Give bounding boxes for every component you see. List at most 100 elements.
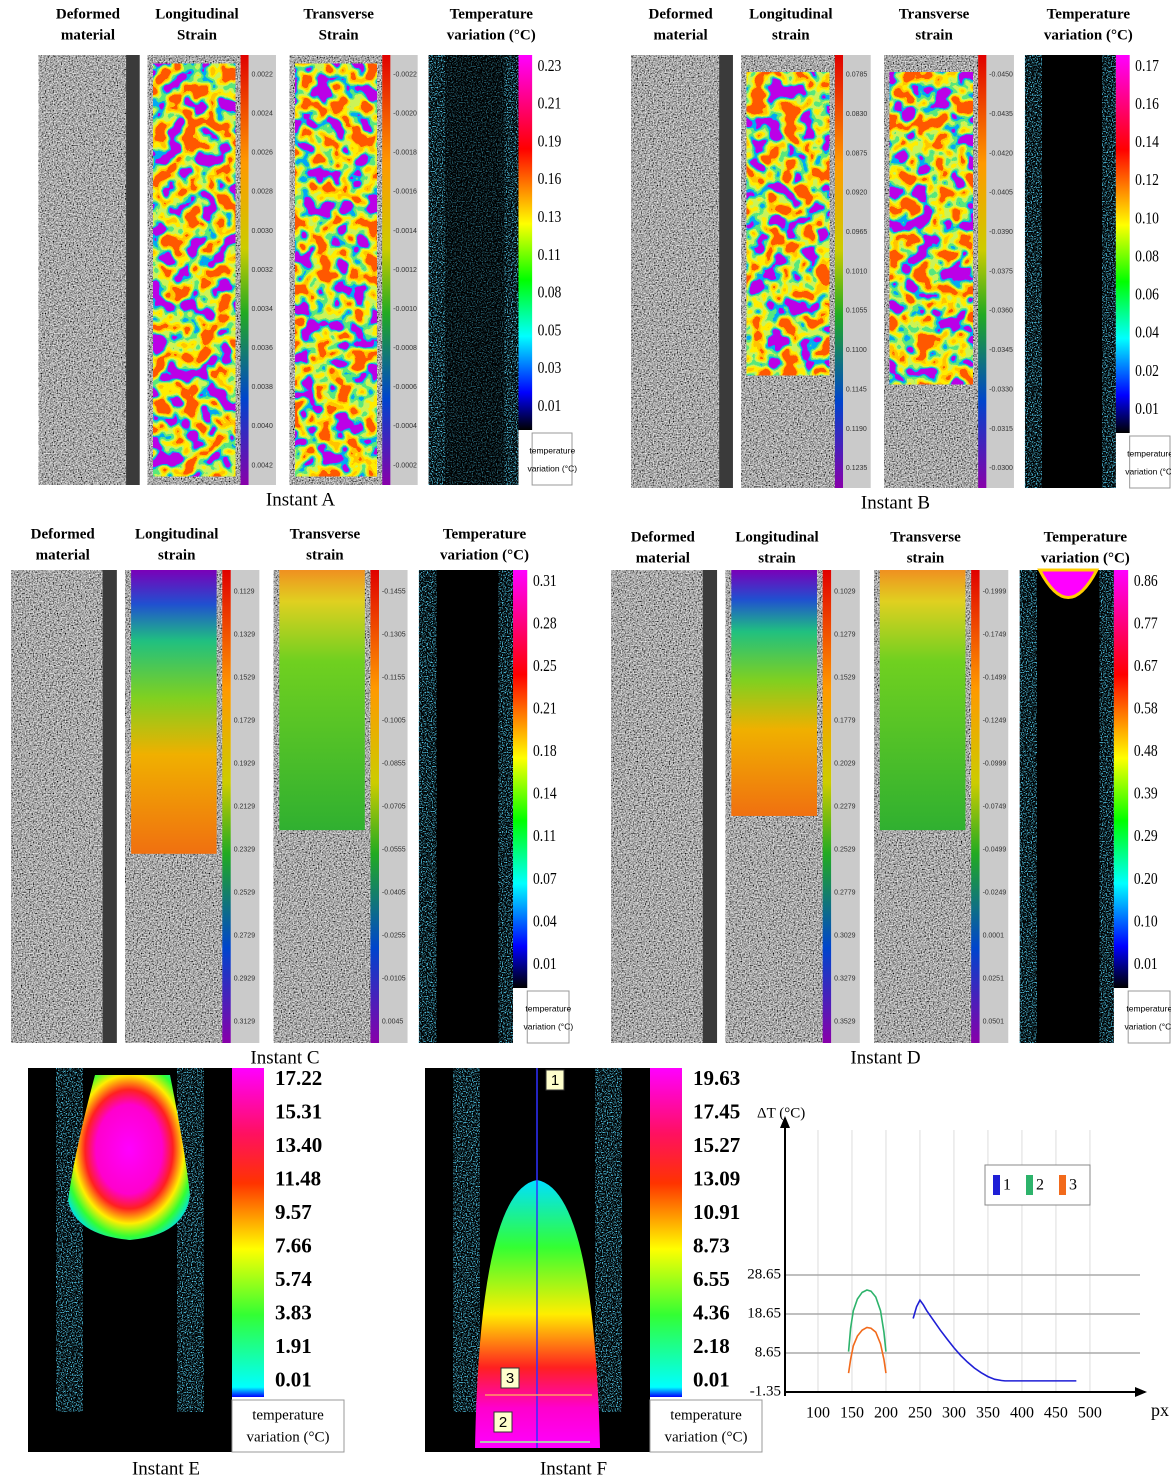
scale-label: -0.0390	[989, 229, 1013, 236]
thermal-noise	[444, 55, 505, 485]
scale-label: 0.08	[538, 283, 562, 302]
thermal-edge	[1019, 570, 1037, 1043]
column-header: Deformed	[56, 6, 121, 22]
column-header: Deformed	[31, 526, 96, 542]
scale-label: 6.55	[693, 1267, 730, 1291]
scale-label: 0.2029	[834, 760, 856, 767]
scale-label: -0.0435	[989, 111, 1013, 118]
scale-label: 7.66	[275, 1233, 312, 1257]
column-header: variation (°C)	[1044, 27, 1133, 43]
scale-label: 0.2929	[234, 975, 256, 982]
scale-label: -0.0020	[393, 110, 417, 117]
scale-label: 0.2529	[234, 889, 256, 896]
column-header: Strain	[319, 27, 360, 43]
scale-label: 1.91	[275, 1334, 312, 1358]
scale-label: 13.40	[275, 1133, 322, 1157]
scale-label: 0.03	[538, 359, 562, 378]
scale-label: 0.31	[533, 572, 557, 591]
speckle-image	[611, 570, 703, 1043]
speckle-image	[11, 570, 103, 1043]
thermal-edge	[1024, 55, 1042, 488]
scale-label: 0.0036	[251, 345, 273, 352]
scale-label: 19.63	[693, 1066, 740, 1090]
scale-label: 0.3129	[234, 1018, 256, 1025]
strain-map	[131, 570, 217, 854]
legend-swatch	[1026, 1175, 1033, 1195]
column-header: strain	[758, 550, 796, 566]
legend-text: temperature	[1127, 448, 1171, 458]
y-tick-label: -1.35	[750, 1383, 781, 1399]
scale-label: 0.16	[538, 170, 562, 189]
scale-label: -0.0555	[382, 846, 406, 853]
column-header: Temperature	[443, 526, 527, 542]
legend-text: temperature	[529, 445, 575, 455]
color-bar	[232, 1068, 264, 1397]
scale-label: -0.0450	[989, 72, 1013, 79]
scale-label: 0.10	[1135, 209, 1159, 228]
scale-label: 0.86	[1134, 572, 1158, 591]
scale-label: 0.77	[1134, 614, 1158, 633]
column-header: Deformed	[631, 529, 696, 545]
scale-label: -0.0345	[989, 347, 1013, 354]
scale-background	[390, 55, 418, 485]
column-header: Temperature	[1044, 529, 1128, 545]
grip-edge	[126, 55, 140, 485]
thermal-edge	[595, 1068, 622, 1412]
strain-map	[879, 570, 966, 831]
scale-label: 0.0045	[382, 1018, 404, 1025]
x-tick-label: 400	[1010, 1405, 1034, 1422]
legend-box	[526, 990, 570, 1044]
column-header: material	[36, 547, 90, 563]
thermal-edge	[453, 1068, 480, 1412]
scale-label: 0.0965	[846, 229, 868, 236]
scale-label: 0.1145	[846, 386, 867, 393]
caption: Instant C	[250, 1047, 319, 1068]
marker-label: 1	[551, 1072, 559, 1089]
color-bar	[650, 1068, 682, 1397]
x-tick-label: 300	[942, 1405, 966, 1422]
scale-label: -0.0010	[393, 306, 417, 313]
axis-arrow	[1135, 1387, 1147, 1397]
scale-label: 13.09	[693, 1166, 740, 1190]
color-bar	[971, 570, 980, 1043]
scale-label: 0.11	[538, 245, 561, 264]
scale-background	[843, 55, 871, 488]
legend-text: variation (°C)	[246, 1429, 329, 1445]
scale-label: -0.1249	[983, 717, 1007, 724]
scale-label: -0.1999	[983, 588, 1007, 595]
scale-label: -0.0014	[393, 228, 417, 235]
legend-text: temperature	[525, 1003, 571, 1013]
thermal-edge	[1102, 55, 1116, 488]
scale-label: 11.48	[275, 1166, 321, 1190]
y-tick-label: 8.65	[755, 1344, 781, 1360]
x-tick-label: 150	[840, 1405, 864, 1422]
scale-label: 0.0042	[251, 462, 273, 469]
scale-label: -0.0420	[989, 150, 1013, 157]
strain-map	[295, 63, 377, 477]
scale-label: 0.28	[533, 614, 557, 633]
scale-label: 0.20	[1134, 869, 1158, 888]
color-bar	[1115, 55, 1130, 433]
scale-label: -0.0405	[989, 190, 1013, 197]
scale-label: 0.14	[533, 784, 557, 803]
scale-label: 0.0785	[846, 72, 868, 79]
column-header: Transverse	[303, 6, 374, 22]
scale-label: 0.18	[533, 742, 557, 761]
scale-label: -0.0315	[989, 426, 1013, 433]
scale-label: 0.21	[538, 94, 562, 113]
scale-label: 0.39	[1134, 784, 1158, 803]
scale-label: 0.19	[538, 132, 562, 151]
legend-box	[1129, 435, 1171, 489]
scale-label: 0.04	[533, 912, 557, 931]
scale-label: 0.16	[1135, 95, 1159, 114]
scale-label: 0.0875	[846, 150, 868, 157]
scale-label: 0.01	[693, 1367, 730, 1391]
scale-label: 0.1729	[234, 717, 256, 724]
scale-label: -0.1005	[382, 717, 406, 724]
scale-label: 0.0028	[251, 189, 273, 196]
scale-label: -0.0012	[393, 267, 417, 274]
scale-label: 0.10	[1134, 912, 1158, 931]
legend-text: temperature	[1126, 1003, 1171, 1013]
scale-label: 0.0501	[983, 1018, 1005, 1025]
column-header: strain	[158, 547, 196, 563]
